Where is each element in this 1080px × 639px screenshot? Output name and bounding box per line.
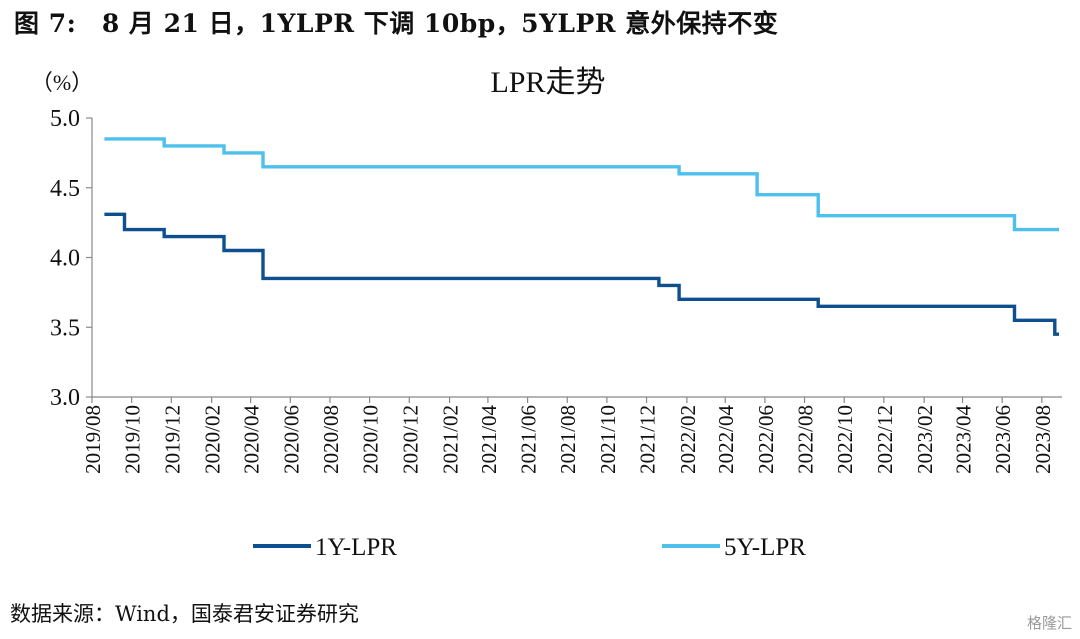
source-note: 数据来源：Wind，国泰君安证券研究 <box>10 602 359 626</box>
x-tick-label: 2020/08 <box>319 405 343 474</box>
x-tick-label: 2019/08 <box>81 405 105 474</box>
series-line-1y-lpr <box>104 212 1059 336</box>
legend-label-1y-lpr: 1Y-LPR <box>315 534 397 561</box>
x-axis-ticks: 2019/08 2019/10 2019/12 2020/02 2020/04 2020/… <box>81 397 1055 474</box>
x-tick-label: 2021/02 <box>439 405 463 474</box>
x-tick-label: 2020/04 <box>240 405 264 474</box>
x-tick-label: 2023/02 <box>913 405 937 474</box>
x-tick-label: 2023/06 <box>991 405 1015 474</box>
y-axis-ticks: 5.0 4.5 4.0 3.5 3.0 <box>50 106 92 411</box>
x-tick-label: 2022/06 <box>754 405 778 474</box>
x-tick-label: 2019/10 <box>121 405 145 474</box>
y-tick-label: 4.5 <box>50 176 80 202</box>
x-tick-label: 2020/12 <box>398 405 422 474</box>
chart-legend: 1Y-LPR 5Y-LPR <box>253 534 806 561</box>
x-tick-label: 2023/04 <box>952 405 976 474</box>
x-tick-label: 2021/10 <box>596 405 620 474</box>
x-tick-label: 2022/02 <box>676 405 700 474</box>
chart-title: LPR走势 <box>490 66 605 99</box>
x-tick-label: 2021/04 <box>477 405 501 474</box>
x-tick-label: 2022/04 <box>714 405 738 474</box>
x-tick-label: 2020/06 <box>279 405 303 474</box>
x-tick-label: 2019/12 <box>160 405 184 474</box>
series-line-5y-lpr <box>104 137 1059 232</box>
figure-title: 图 7: 8 月 21 日，1YLPR 下调 10bp，5YLPR 意外保持不变 <box>14 9 779 38</box>
x-tick-label: 2021/08 <box>556 405 580 474</box>
x-tick-label: 2021/12 <box>636 405 660 474</box>
y-tick-label: 3.0 <box>50 385 80 411</box>
y-tick-label: 3.5 <box>50 315 80 341</box>
y-tick-label: 5.0 <box>50 106 80 132</box>
series-lines <box>104 137 1059 336</box>
x-tick-label: 2022/12 <box>873 405 897 474</box>
watermark: 格隆汇 <box>1026 614 1072 632</box>
x-tick-label: 2022/08 <box>794 405 818 474</box>
legend-label-5y-lpr: 5Y-LPR <box>724 534 806 561</box>
y-tick-label: 4.0 <box>50 246 80 272</box>
x-tick-label: 2022/10 <box>833 405 857 474</box>
x-tick-label: 2020/10 <box>359 405 383 474</box>
y-axis-unit-label: （%） <box>31 70 93 95</box>
x-tick-label: 2023/08 <box>1031 405 1055 474</box>
chart-axes <box>91 118 1062 398</box>
x-tick-label: 2020/02 <box>201 405 225 474</box>
lpr-line-chart: LPR走势 （%） 5.0 4.5 4.0 3.5 3.0 2019/08 2019/10… <box>31 66 1062 561</box>
x-tick-label: 2021/06 <box>517 405 541 474</box>
